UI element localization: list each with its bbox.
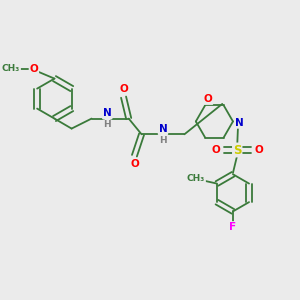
Text: CH₃: CH₃ <box>2 64 20 73</box>
Text: H: H <box>103 120 111 129</box>
Text: O: O <box>119 84 128 94</box>
Text: O: O <box>29 64 38 74</box>
Text: O: O <box>254 145 263 155</box>
Text: CH₃: CH₃ <box>187 174 205 183</box>
Text: O: O <box>212 145 220 155</box>
Text: N: N <box>103 108 112 118</box>
Text: H: H <box>159 136 167 145</box>
Text: O: O <box>204 94 212 104</box>
Text: F: F <box>230 222 236 232</box>
Text: O: O <box>130 159 139 169</box>
Text: N: N <box>159 124 167 134</box>
Text: N: N <box>235 118 244 128</box>
Text: S: S <box>233 143 242 157</box>
